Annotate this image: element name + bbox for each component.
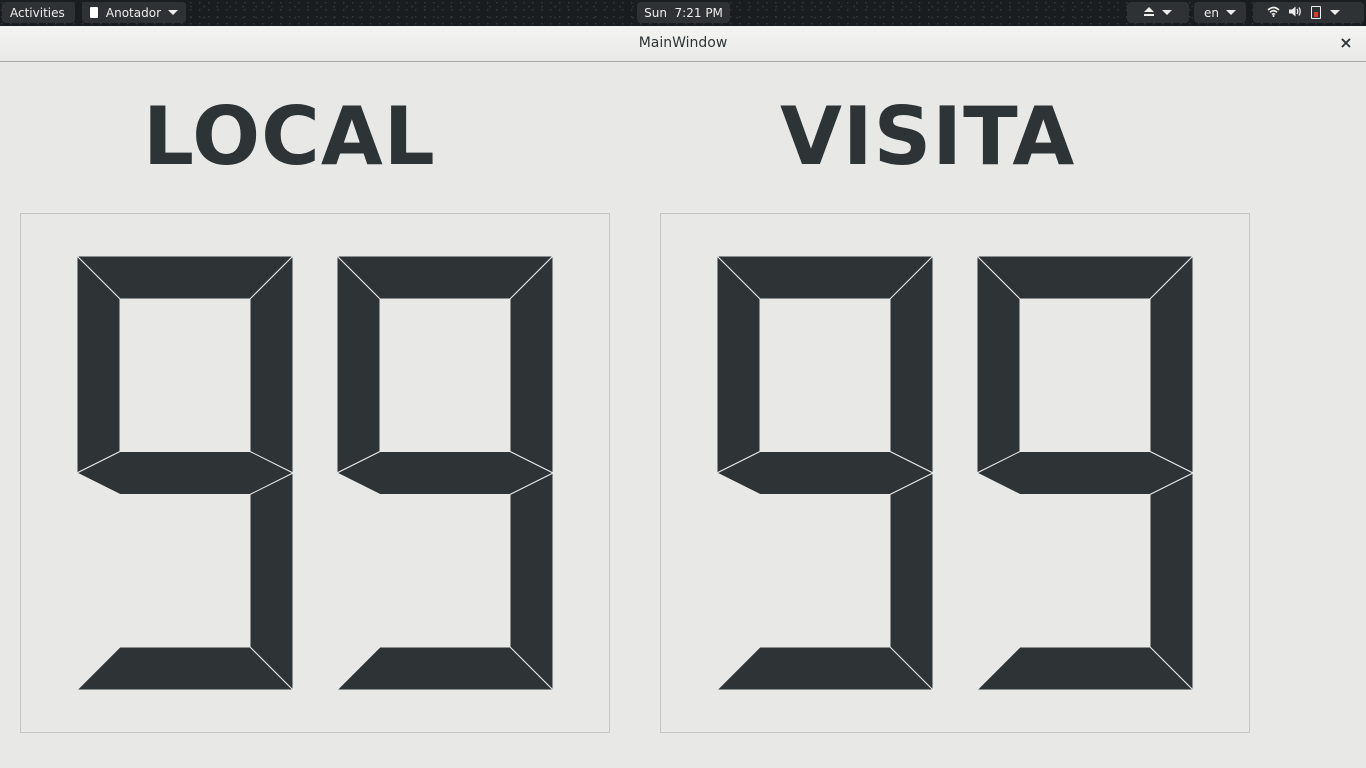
chevron-down-icon <box>1330 10 1340 15</box>
chevron-down-icon <box>168 10 178 15</box>
digit-1 <box>75 254 295 692</box>
visita-score-display <box>660 213 1250 733</box>
clock-label: Sun 7:21 PM <box>644 5 723 20</box>
local-score-display <box>20 213 610 733</box>
close-button[interactable]: × <box>1339 33 1353 52</box>
volume-icon <box>1289 6 1302 20</box>
top-bar: Activities Anotador Sun 7:21 PM en <box>0 0 1366 26</box>
segment-d <box>975 646 1195 691</box>
activities-label: Activities <box>10 5 65 20</box>
battery-icon <box>1311 6 1321 19</box>
segment-g <box>75 451 295 495</box>
clock-button[interactable]: Sun 7:21 PM <box>637 2 730 23</box>
window-title: MainWindow <box>638 35 728 51</box>
activities-button[interactable]: Activities <box>2 2 75 23</box>
segment-g <box>335 451 555 495</box>
segment-d <box>715 646 935 691</box>
app-menu-label: Anotador <box>105 5 161 20</box>
input-language-label: en <box>1204 5 1219 20</box>
segment-g <box>715 451 935 495</box>
removable-devices-menu[interactable] <box>1127 2 1189 23</box>
segment-g <box>975 451 1195 495</box>
chevron-down-icon <box>1162 10 1172 15</box>
input-language-menu[interactable]: en <box>1194 2 1246 23</box>
eject-icon <box>1143 6 1155 17</box>
system-menu[interactable] <box>1253 2 1364 23</box>
local-label: LOCAL <box>143 90 436 183</box>
digit-2 <box>335 254 555 692</box>
digit-1 <box>715 254 935 692</box>
wifi-icon <box>1267 6 1280 20</box>
local-score-digits <box>75 254 555 692</box>
app-menu-button[interactable]: Anotador <box>82 2 186 23</box>
app-window-icon <box>90 7 98 18</box>
segment-d <box>335 646 555 691</box>
visita-score-digits <box>715 254 1195 692</box>
digit-2 <box>975 254 1195 692</box>
visita-label: VISITA <box>780 90 1076 183</box>
segment-d <box>75 646 295 691</box>
window-titlebar: MainWindow × <box>0 26 1366 62</box>
chevron-down-icon <box>1226 10 1236 15</box>
scoreboard: LOCAL VISITA <box>0 62 1366 768</box>
